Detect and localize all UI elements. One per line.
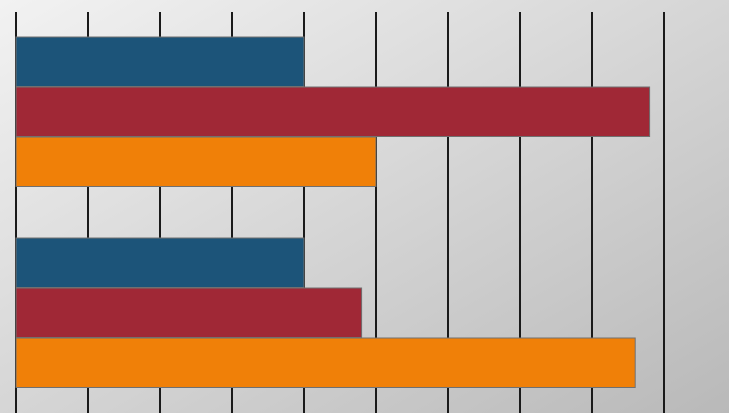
bars <box>15 36 651 388</box>
bar-group1-series3 <box>15 136 377 187</box>
bar-group2-series1 <box>15 237 305 288</box>
bar-group2-series3 <box>15 337 636 388</box>
bar-group1-series1 <box>15 36 305 87</box>
bar-group2-series2 <box>15 287 363 338</box>
bar-group1-series2 <box>15 86 651 137</box>
